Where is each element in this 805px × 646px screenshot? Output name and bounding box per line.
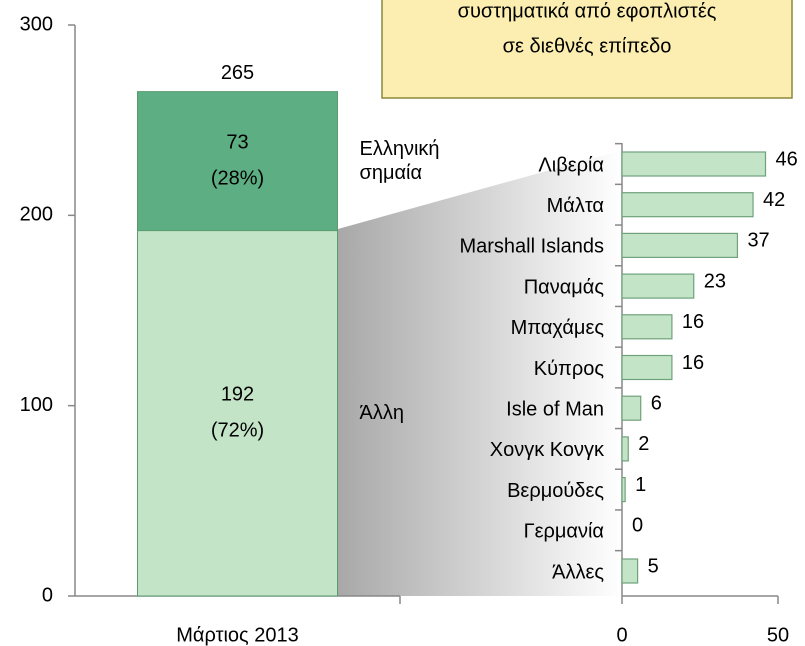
- category-label: Άλλες: [552, 561, 604, 583]
- bar: [621, 354, 673, 381]
- total-label: 265: [221, 62, 254, 84]
- value-label: 0: [632, 515, 643, 537]
- series-label: Άλλη: [359, 402, 404, 425]
- category-label: Marshall Islands: [459, 236, 604, 258]
- x-tick-label: 0: [616, 624, 627, 646]
- x-tick-label: Μάρτιος 2013: [176, 624, 298, 646]
- bar: [621, 314, 673, 340]
- series-label: Ελληνική σημαία: [359, 138, 440, 185]
- bar-segment: [137, 230, 338, 597]
- category-label: Χονγκ Κονγκ: [490, 439, 605, 461]
- callout-box: [381, 0, 793, 99]
- bar: [621, 395, 642, 421]
- value-label: 46: [776, 148, 798, 170]
- value-label: 16: [682, 311, 704, 333]
- bar: [621, 192, 754, 218]
- value-label: (28%): [211, 167, 264, 189]
- value-label: 192: [221, 384, 254, 406]
- category-label: Isle of Man: [506, 398, 604, 420]
- category-label: Μπαχάμες: [511, 317, 605, 339]
- value-label: 5: [648, 555, 659, 577]
- value-label: 73: [226, 131, 248, 153]
- category-label: Λιβερία: [538, 154, 604, 176]
- x-tick-label: 50: [767, 624, 789, 646]
- connector: [338, 150, 622, 596]
- category-label: Γερμανία: [524, 521, 604, 543]
- category-label: Παναμάς: [524, 276, 605, 298]
- value-label: 16: [682, 352, 704, 374]
- bar: [621, 477, 626, 503]
- callout-text: συστηματικά από εφοπλιστές: [458, 0, 717, 22]
- bar: [621, 558, 639, 584]
- callout-text: σε διεθνές επίπεδο: [503, 35, 672, 57]
- y-tick-label: 300: [20, 13, 53, 35]
- y-tick-label: 200: [20, 204, 53, 226]
- value-label: 2: [638, 433, 649, 455]
- bar: [621, 232, 739, 258]
- bar: [621, 273, 695, 299]
- value-label: (72%): [211, 420, 264, 442]
- value-label: 1: [635, 474, 646, 496]
- y-tick-label: 100: [20, 394, 53, 416]
- value-label: 23: [704, 270, 726, 292]
- value-label: 6: [651, 392, 662, 414]
- value-label: 42: [763, 189, 785, 211]
- bar: [621, 151, 767, 177]
- category-label: Μάλτα: [547, 195, 604, 217]
- category-label: Βερμούδες: [507, 480, 604, 502]
- bar: [621, 436, 629, 462]
- category-label: Κύπρος: [534, 358, 605, 380]
- y-tick-label: 0: [42, 584, 53, 606]
- value-label: 37: [747, 230, 769, 252]
- bar-segment: [137, 91, 338, 232]
